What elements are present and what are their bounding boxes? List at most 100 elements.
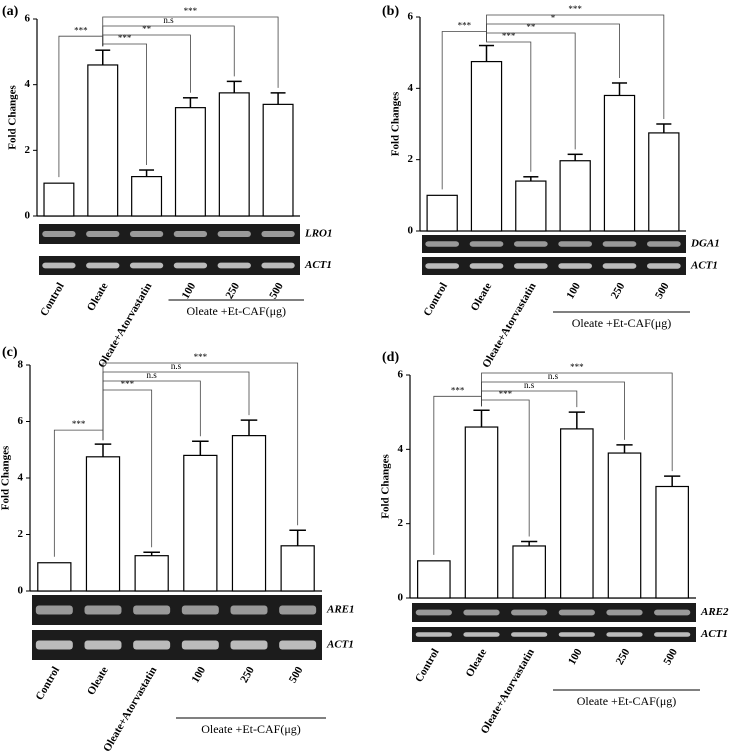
y-tick-label: 0 bbox=[398, 592, 404, 604]
sig-label: *** bbox=[451, 385, 465, 395]
sig-bracket bbox=[486, 14, 665, 119]
y-tick-label: 6 bbox=[398, 369, 404, 381]
gel-band bbox=[279, 605, 317, 615]
gel-band bbox=[463, 632, 500, 637]
gel-band bbox=[558, 263, 593, 269]
sig-label: * bbox=[551, 13, 556, 23]
gel-band bbox=[463, 609, 500, 616]
bar bbox=[134, 555, 169, 592]
gel-band bbox=[646, 263, 681, 269]
x-tick-label: Control bbox=[38, 281, 67, 319]
bar bbox=[560, 428, 594, 599]
y-axis-label: Fold Changes bbox=[7, 85, 19, 150]
panel-label: (b) bbox=[382, 4, 399, 19]
bar bbox=[559, 160, 591, 232]
y-tick-label: 0 bbox=[408, 225, 414, 237]
gel-label: ACT1 bbox=[304, 259, 332, 271]
y-axis-label: Fold Changes bbox=[390, 91, 402, 156]
gel-band bbox=[654, 609, 691, 616]
x-tick-label: 500 bbox=[661, 646, 680, 667]
x-tick-label: Oleate+Atorvastatin bbox=[479, 647, 537, 736]
gel bbox=[412, 627, 696, 642]
bar bbox=[417, 560, 451, 599]
bar bbox=[85, 456, 121, 592]
gel-band bbox=[469, 241, 504, 247]
gel-label: DGA1 bbox=[690, 238, 720, 250]
y-tick-label: 4 bbox=[398, 443, 404, 455]
gel bbox=[39, 256, 300, 275]
sig-label: *** bbox=[194, 352, 208, 362]
gel-label: LRO1 bbox=[304, 228, 333, 240]
bar bbox=[470, 60, 503, 232]
gel-band bbox=[513, 241, 548, 247]
x-tick-label: Oleate bbox=[464, 647, 490, 680]
y-tick-label: 2 bbox=[18, 528, 24, 540]
gel-band bbox=[606, 609, 643, 616]
sig-label: *** bbox=[72, 419, 86, 429]
gel-band bbox=[230, 605, 268, 615]
gel-band bbox=[425, 263, 460, 269]
gel-label: ARE1 bbox=[326, 604, 355, 616]
gel bbox=[32, 630, 322, 660]
panel-label: (d) bbox=[382, 350, 399, 365]
bar bbox=[280, 545, 315, 592]
y-tick-label: 2 bbox=[398, 517, 404, 529]
group-label: Oleate +Et-CAF(μg) bbox=[186, 304, 286, 318]
sig-bracket bbox=[481, 372, 673, 472]
y-tick-label: 4 bbox=[408, 82, 414, 94]
bar bbox=[512, 545, 546, 599]
sig-label: *** bbox=[74, 25, 88, 35]
sig-label: n.s bbox=[171, 361, 182, 371]
x-tick-label: 250 bbox=[238, 664, 257, 685]
x-tick-label: Control bbox=[33, 665, 62, 703]
bar bbox=[131, 176, 163, 217]
gel bbox=[412, 603, 696, 622]
x-tick-label: 500 bbox=[287, 664, 306, 685]
gel bbox=[32, 595, 322, 625]
gel-band bbox=[230, 640, 268, 650]
gel-band bbox=[173, 231, 208, 237]
bar bbox=[231, 435, 267, 592]
gel-band bbox=[646, 241, 681, 247]
sig-label: n.s bbox=[147, 370, 158, 380]
bar bbox=[174, 107, 206, 217]
bar bbox=[655, 485, 689, 599]
gel-band bbox=[511, 609, 548, 616]
bar bbox=[262, 103, 294, 217]
gel-band bbox=[606, 632, 643, 637]
x-tick-label: 250 bbox=[223, 280, 242, 301]
sig-label: *** bbox=[502, 31, 516, 41]
bar bbox=[607, 452, 642, 599]
sig-bracket bbox=[486, 41, 532, 172]
sig-label: *** bbox=[184, 6, 198, 16]
y-tick-label: 6 bbox=[25, 13, 31, 25]
gel-band bbox=[511, 632, 548, 637]
y-tick-label: 6 bbox=[18, 415, 24, 427]
y-tick-label: 4 bbox=[25, 78, 31, 90]
gel-band bbox=[129, 231, 164, 237]
x-tick-label: 100 bbox=[566, 646, 585, 667]
y-tick-label: 4 bbox=[18, 472, 24, 484]
group-label: Oleate +Et-CAF(μg) bbox=[577, 694, 677, 708]
gel-band bbox=[35, 640, 73, 650]
gel-label: ACT1 bbox=[690, 260, 718, 272]
gel-band bbox=[133, 605, 171, 615]
gel-band bbox=[602, 263, 637, 269]
gel-band bbox=[181, 640, 219, 650]
gel-label: ACT1 bbox=[326, 639, 354, 651]
bar bbox=[218, 92, 250, 217]
bar bbox=[183, 454, 218, 592]
gel-band bbox=[86, 262, 120, 269]
gel-band bbox=[173, 262, 208, 269]
gel bbox=[39, 224, 300, 244]
sig-label: n.s bbox=[548, 371, 559, 381]
sig-label: *** bbox=[458, 21, 472, 31]
gel-label: ARE2 bbox=[700, 606, 729, 618]
bar bbox=[648, 132, 680, 232]
group-label: Oleate +Et-CAF(μg) bbox=[572, 316, 672, 330]
x-tick-label: Oleate bbox=[85, 281, 111, 314]
gel-band bbox=[261, 262, 295, 269]
gel-band bbox=[654, 632, 691, 637]
gel-band bbox=[217, 231, 251, 237]
sig-label: ** bbox=[526, 22, 536, 32]
